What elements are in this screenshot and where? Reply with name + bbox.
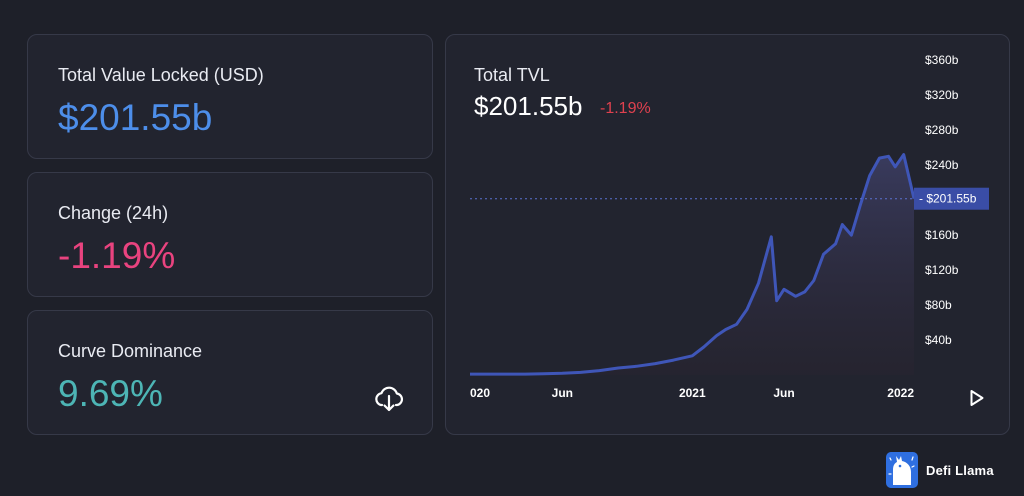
y-tick-label: $160b [925, 228, 959, 242]
x-tick-label: 2022 [887, 386, 914, 400]
tvl-chart[interactable]: $40b $80b $120b $160b $240b $280b $320b $360b 0… [446, 35, 1011, 436]
change-value: -1.19% [58, 235, 176, 276]
x-tick-label: 2021 [679, 386, 706, 400]
tvl-card: Total Value Locked (USD) $201.55b [27, 34, 433, 159]
tvl-line [470, 153, 916, 376]
tvl-value: $201.55b [58, 97, 213, 138]
chart-value: $201.55b [474, 91, 583, 121]
x-tick-label: Jun [773, 386, 794, 400]
brand-name: Defi Llama [926, 462, 994, 478]
chart-title: Total TVL [474, 65, 550, 85]
brand: Defi Llama [886, 452, 994, 488]
x-tick-label: 020 [470, 386, 490, 400]
y-tick-label: $40b [925, 333, 952, 347]
y-tick-label: $240b [925, 158, 959, 172]
y-tick-label: $320b [925, 88, 959, 102]
tvl-chart-card: $40b $80b $120b $160b $240b $280b $320b $360b 0… [445, 34, 1010, 435]
dominance-card: Curve Dominance 9.69% [27, 310, 433, 435]
y-tick-label: $280b [925, 123, 959, 137]
change-label: Change (24h) [58, 203, 169, 223]
dominance-value: 9.69% [58, 373, 163, 414]
y-tick-label: $120b [925, 263, 959, 277]
y-tick-label: $360b [925, 53, 959, 67]
llama-logo-icon [886, 452, 918, 488]
x-tick-label: Jun [552, 386, 573, 400]
y-tick-label: $80b [925, 298, 952, 312]
current-value-tag [914, 187, 989, 210]
play-icon[interactable] [969, 389, 985, 407]
tvl-area [470, 154, 914, 375]
cloud-download-icon[interactable] [374, 384, 404, 412]
tvl-label: Total Value Locked (USD) [58, 65, 264, 85]
current-value-label: - $201.55b [919, 192, 977, 206]
dominance-label: Curve Dominance [58, 341, 203, 361]
chart-change: -1.19% [600, 100, 651, 117]
change-card: Change (24h) -1.19% [27, 172, 433, 297]
